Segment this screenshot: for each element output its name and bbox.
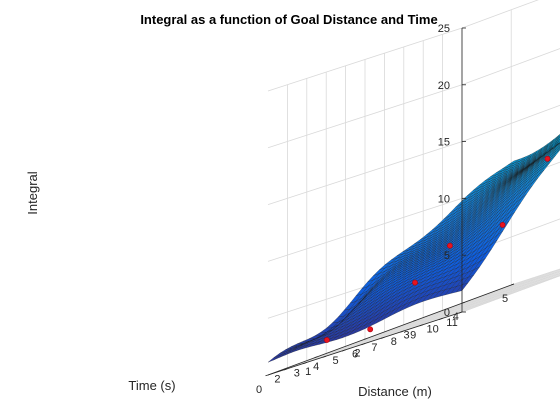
floor-gridline-y xyxy=(403,272,560,332)
sidewall-gridline-z xyxy=(267,84,463,149)
y-tick-label: 6 xyxy=(352,349,358,361)
y-tick-mark xyxy=(361,343,366,346)
floor-gridline-y xyxy=(364,270,560,344)
y-tick-label: 4 xyxy=(313,361,319,373)
y-tick-mark xyxy=(419,324,424,327)
backwall-gridline-z xyxy=(461,0,539,29)
sample-marker xyxy=(446,242,453,249)
y-tick-label: 5 xyxy=(333,355,339,367)
floor-gridline-y xyxy=(345,270,560,351)
chart-title: Integral as a function of Goal Distance … xyxy=(140,12,437,27)
sample-markers xyxy=(323,155,551,343)
floor-gridline-y xyxy=(423,273,560,325)
sample-marker xyxy=(412,279,418,286)
y-tick-label: 2 xyxy=(274,374,280,386)
backwall-gridline-z xyxy=(461,48,560,86)
surface-mesh xyxy=(267,134,560,363)
y-axis-label: Time (s) xyxy=(128,378,175,393)
y-tick-mark xyxy=(341,349,346,352)
sidewall-gridline-z xyxy=(267,141,463,205)
y-tick-mark xyxy=(380,336,385,339)
x-tick-label: 2 xyxy=(354,348,360,360)
y-tick-label: 3 xyxy=(294,367,300,379)
z-tick-label: 0 xyxy=(444,307,450,319)
y-tick-mark xyxy=(458,311,463,314)
x-tick-mark xyxy=(511,283,515,286)
x-tick-label: 3 xyxy=(404,329,410,341)
backwall-gridline-z xyxy=(461,275,560,313)
y-tick-mark xyxy=(283,368,288,371)
floor-gridline-y xyxy=(287,277,534,370)
z-tick-label: 25 xyxy=(438,23,450,35)
floor-gridline-y xyxy=(384,271,560,338)
x-tick-mark xyxy=(314,356,318,358)
sample-marker xyxy=(544,155,551,162)
sample-marker xyxy=(323,337,330,343)
x-tick-mark xyxy=(363,338,367,340)
x-tick-label: 5 xyxy=(502,293,508,305)
floor-gridline-y xyxy=(442,274,560,319)
backwall-gridline-z xyxy=(461,104,560,142)
y-tick-label: 8 xyxy=(391,336,397,348)
z-tick-label: 15 xyxy=(438,137,450,149)
floor-gridline-y xyxy=(306,271,553,363)
x-axis-label: Distance (m) xyxy=(358,384,432,399)
floor-gridline-y xyxy=(326,269,560,357)
y-tick-label: 10 xyxy=(426,323,438,335)
z-tick-label: 5 xyxy=(444,250,450,262)
sample-marker xyxy=(499,221,506,228)
x-axis-line xyxy=(267,283,515,376)
z-tick-label: 20 xyxy=(438,80,450,92)
sample-marker xyxy=(367,326,374,333)
y-tick-mark xyxy=(400,330,404,333)
sidewall-gridline-z xyxy=(267,198,463,262)
y-tick-mark xyxy=(322,355,327,358)
y-tick-mark xyxy=(438,317,443,320)
backwall-gridline-z xyxy=(461,218,560,256)
x-tick-mark xyxy=(462,301,465,304)
x-tick-label: 1 xyxy=(305,366,311,378)
x-tick-label: 4 xyxy=(453,311,459,323)
y-tick-mark xyxy=(303,362,307,365)
x-tick-mark xyxy=(265,374,269,377)
y-tick-label: 7 xyxy=(371,342,377,354)
sidewall-gridline-z xyxy=(267,27,463,92)
y-tick-label: 11 xyxy=(446,317,457,329)
x-tick-mark xyxy=(412,320,416,322)
y-tick-label: 9 xyxy=(410,330,416,342)
z-tick-label: 10 xyxy=(438,193,450,205)
z-axis-label: Integral xyxy=(25,171,40,214)
surface-cell xyxy=(267,355,280,363)
x-tick-label: 0 xyxy=(256,384,262,396)
